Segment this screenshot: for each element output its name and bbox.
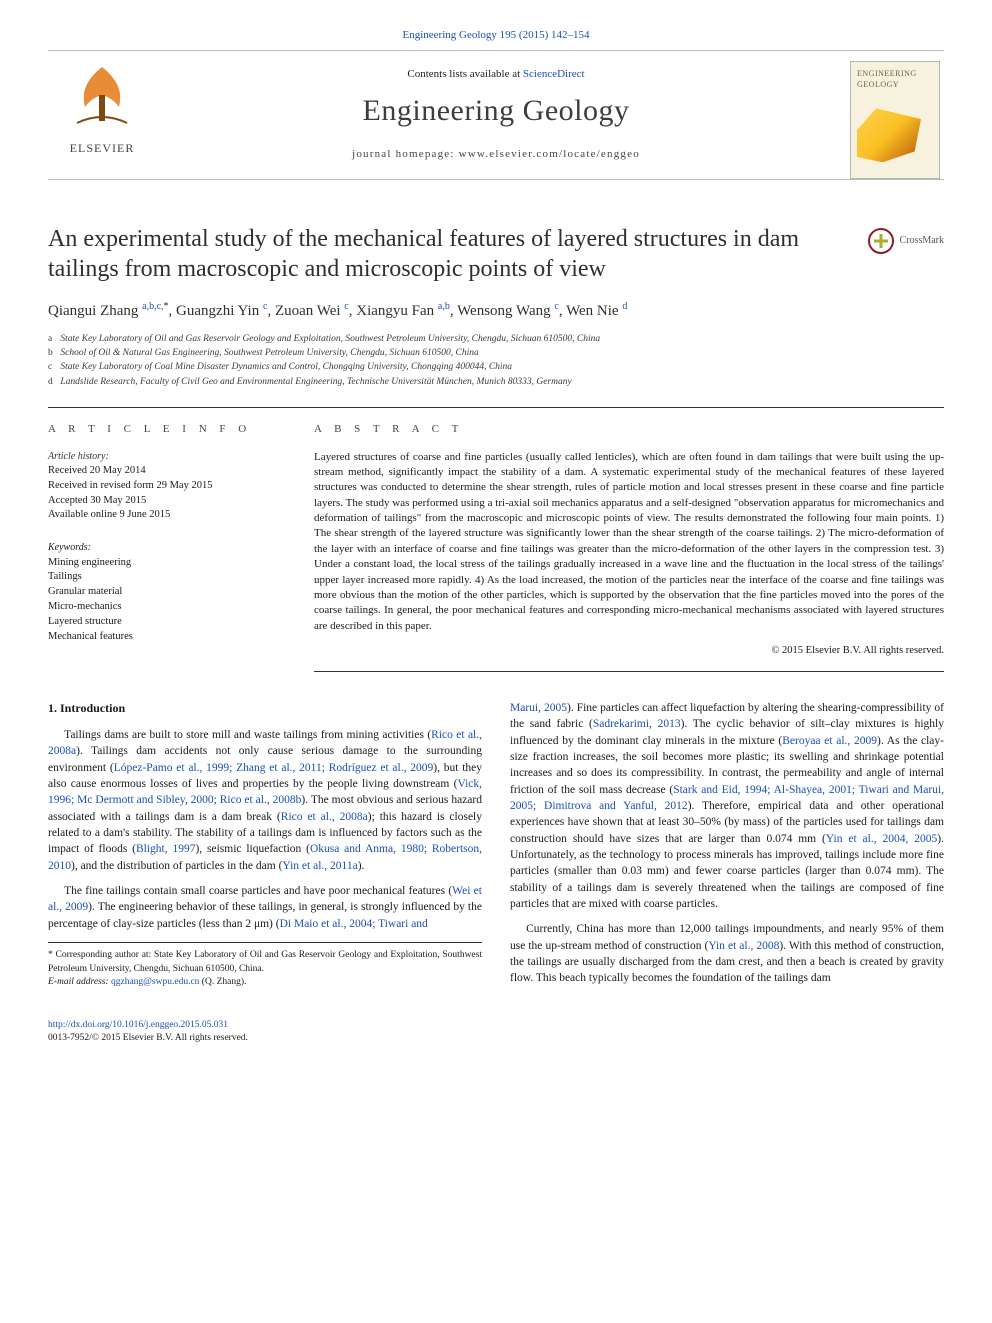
- keyword-5: Layered structure: [48, 615, 280, 630]
- p1f: ), seismic liquefaction (: [195, 843, 309, 855]
- journal-homepage: journal homepage: www.elsevier.com/locat…: [158, 147, 834, 163]
- aff-tag-b: b: [48, 346, 58, 360]
- affiliation-d: d Landslide Research, Faculty of Civil G…: [48, 375, 944, 389]
- article-title: An experimental study of the mechanical …: [48, 224, 944, 284]
- doi-link[interactable]: http://dx.doi.org/10.1016/j.enggeo.2015.…: [48, 1020, 228, 1030]
- author-2: , Guangzhi Yin: [169, 303, 263, 319]
- journal-cover-thumbnail[interactable]: ENGINEERING GEOLOGY: [850, 61, 940, 179]
- author-email-link[interactable]: qgzhang@swpu.edu.cn: [111, 977, 199, 987]
- article-history-label: Article history:: [48, 450, 280, 464]
- journal-title: Engineering Geology: [158, 90, 834, 133]
- keyword-4: Micro-mechanics: [48, 600, 280, 615]
- homepage-prefix: journal homepage:: [352, 148, 459, 160]
- citation-link[interactable]: Engineering Geology 195 (2015) 142–154: [403, 29, 590, 41]
- crossmark-label: CrossMark: [900, 234, 944, 248]
- author-6-sup[interactable]: d: [622, 301, 627, 312]
- email-line: E-mail address: qgzhang@swpu.edu.cn (Q. …: [48, 976, 482, 989]
- affiliations: a State Key Laboratory of Oil and Gas Re…: [48, 332, 944, 389]
- author-list: Qiangui Zhang a,b,c,*, Guangzhi Yin c, Z…: [48, 300, 944, 322]
- aff-text-b: School of Oil & Natural Gas Engineering,…: [60, 348, 478, 358]
- abstract-text: Layered structures of coarse and fine pa…: [314, 450, 944, 635]
- abstract-copyright: © 2015 Elsevier B.V. All rights reserved…: [314, 644, 944, 659]
- journal-header: ELSEVIER Contents lists available at Sci…: [48, 50, 944, 180]
- aff-text-a: State Key Laboratory of Oil and Gas Rese…: [60, 334, 600, 344]
- header-center: Contents lists available at ScienceDirec…: [48, 67, 944, 163]
- aff-tag-c: c: [48, 360, 58, 374]
- issn-copyright-line: 0013-7952/© 2015 Elsevier B.V. All right…: [48, 1032, 944, 1045]
- page-footer: http://dx.doi.org/10.1016/j.enggeo.2015.…: [48, 1019, 944, 1046]
- corresponding-author: * Corresponding author at: State Key Lab…: [48, 949, 482, 976]
- elsevier-brand-text: ELSEVIER: [52, 140, 152, 157]
- abstract-column: A B S T R A C T Layered structures of co…: [314, 407, 944, 672]
- author-4-sup[interactable]: a,b: [438, 301, 450, 312]
- affiliation-b: b School of Oil & Natural Gas Engineerin…: [48, 346, 944, 360]
- abstract-heading: A B S T R A C T: [314, 422, 944, 438]
- history-received: Received 20 May 2014: [48, 464, 280, 479]
- p1g: ), and the distribution of particles in …: [71, 860, 282, 872]
- sciencedirect-link[interactable]: ScienceDirect: [523, 68, 585, 80]
- elsevier-tree-icon: [67, 61, 137, 131]
- crossmark-icon: [868, 228, 894, 254]
- crossmark-button[interactable]: CrossMark: [868, 228, 944, 254]
- ref-blight-1997[interactable]: Blight, 1997: [136, 843, 195, 855]
- doi-line: http://dx.doi.org/10.1016/j.enggeo.2015.…: [48, 1019, 944, 1032]
- p2a: The fine tailings contain small coarse p…: [64, 885, 452, 897]
- elsevier-logo[interactable]: ELSEVIER: [52, 61, 152, 158]
- article-head: An experimental study of the mechanical …: [48, 224, 944, 389]
- doi-value: 10.1016/j.enggeo.2015.05.031: [112, 1020, 228, 1030]
- keyword-3: Granular material: [48, 585, 280, 600]
- aff-text-d: Landslide Research, Faculty of Civil Geo…: [60, 377, 571, 387]
- affiliation-c: c State Key Laboratory of Coal Mine Disa…: [48, 360, 944, 374]
- info-abstract-row: A R T I C L E I N F O Article history: R…: [48, 407, 944, 672]
- intro-para-2: The fine tailings contain small coarse p…: [48, 883, 482, 932]
- aff-tag-a: a: [48, 332, 58, 346]
- author-3: , Zuoan Wei: [267, 303, 344, 319]
- author-1: Qiangui Zhang: [48, 303, 142, 319]
- ref-sadrekarimi-2013[interactable]: Sadrekarimi, 2013: [593, 718, 681, 730]
- contents-prefix: Contents lists available at: [407, 68, 522, 80]
- cover-art-icon: [857, 108, 921, 162]
- aff-tag-d: d: [48, 375, 58, 389]
- history-revised: Received in revised form 29 May 2015: [48, 479, 280, 494]
- abstract-bottom-rule: [314, 671, 944, 672]
- correspondence-footnote: * Corresponding author at: State Key Lab…: [48, 942, 482, 989]
- email-label: E-mail address:: [48, 977, 111, 987]
- aff-text-c: State Key Laboratory of Coal Mine Disast…: [60, 362, 512, 372]
- article-info-column: A R T I C L E I N F O Article history: R…: [48, 407, 280, 672]
- section-heading-intro: 1. Introduction: [48, 700, 482, 717]
- homepage-url[interactable]: www.elsevier.com/locate/enggeo: [459, 148, 640, 160]
- keyword-1: Mining engineering: [48, 556, 280, 571]
- p1h: ).: [358, 860, 365, 872]
- intro-para-4: Currently, China has more than 12,000 ta…: [510, 921, 944, 986]
- intro-para-3: Marui, 2005). Fine particles can affect …: [510, 700, 944, 912]
- ref-marui-2005[interactable]: Marui, 2005: [510, 702, 567, 714]
- ref-yin-2008[interactable]: Yin et al., 2008: [708, 940, 779, 952]
- ref-beroyaa-2009[interactable]: Beroyaa et al., 2009: [782, 735, 877, 747]
- author-6: , Wen Nie: [559, 303, 623, 319]
- citation-line: Engineering Geology 195 (2015) 142–154: [48, 28, 944, 44]
- author-1-sup[interactable]: a,b,c,: [142, 301, 163, 312]
- email-tail: (Q. Zhang).: [199, 977, 246, 987]
- ref-lopez-pamo[interactable]: López-Pamo et al., 1999; Zhang et al., 2…: [114, 762, 434, 774]
- ref-yin-2004[interactable]: Yin et al., 2004, 2005: [826, 833, 937, 845]
- author-4: , Xiangyu Fan: [349, 303, 438, 319]
- keyword-2: Tailings: [48, 570, 280, 585]
- history-online: Available online 9 June 2015: [48, 508, 280, 523]
- history-accepted: Accepted 30 May 2015: [48, 494, 280, 509]
- ref-yin-2011a[interactable]: Yin et al., 2011a: [282, 860, 357, 872]
- ref-rico-2008a-2[interactable]: Rico et al., 2008a: [281, 811, 368, 823]
- cover-title-text: ENGINEERING GEOLOGY: [857, 68, 933, 91]
- affiliation-a: a State Key Laboratory of Oil and Gas Re…: [48, 332, 944, 346]
- p1a: Tailings dams are built to store mill an…: [64, 729, 431, 741]
- article-info-heading: A R T I C L E I N F O: [48, 422, 280, 438]
- contents-line: Contents lists available at ScienceDirec…: [158, 67, 834, 83]
- doi-prefix: http://dx.doi.org/: [48, 1020, 112, 1030]
- keyword-6: Mechanical features: [48, 630, 280, 645]
- keywords-label: Keywords:: [48, 541, 280, 555]
- article-body: 1. Introduction Tailings dams are built …: [48, 700, 944, 993]
- intro-para-1: Tailings dams are built to store mill an…: [48, 727, 482, 874]
- author-5: , Wensong Wang: [450, 303, 555, 319]
- ref-dimaio-2004[interactable]: Di Maio et al., 2004; Tiwari and: [280, 918, 428, 930]
